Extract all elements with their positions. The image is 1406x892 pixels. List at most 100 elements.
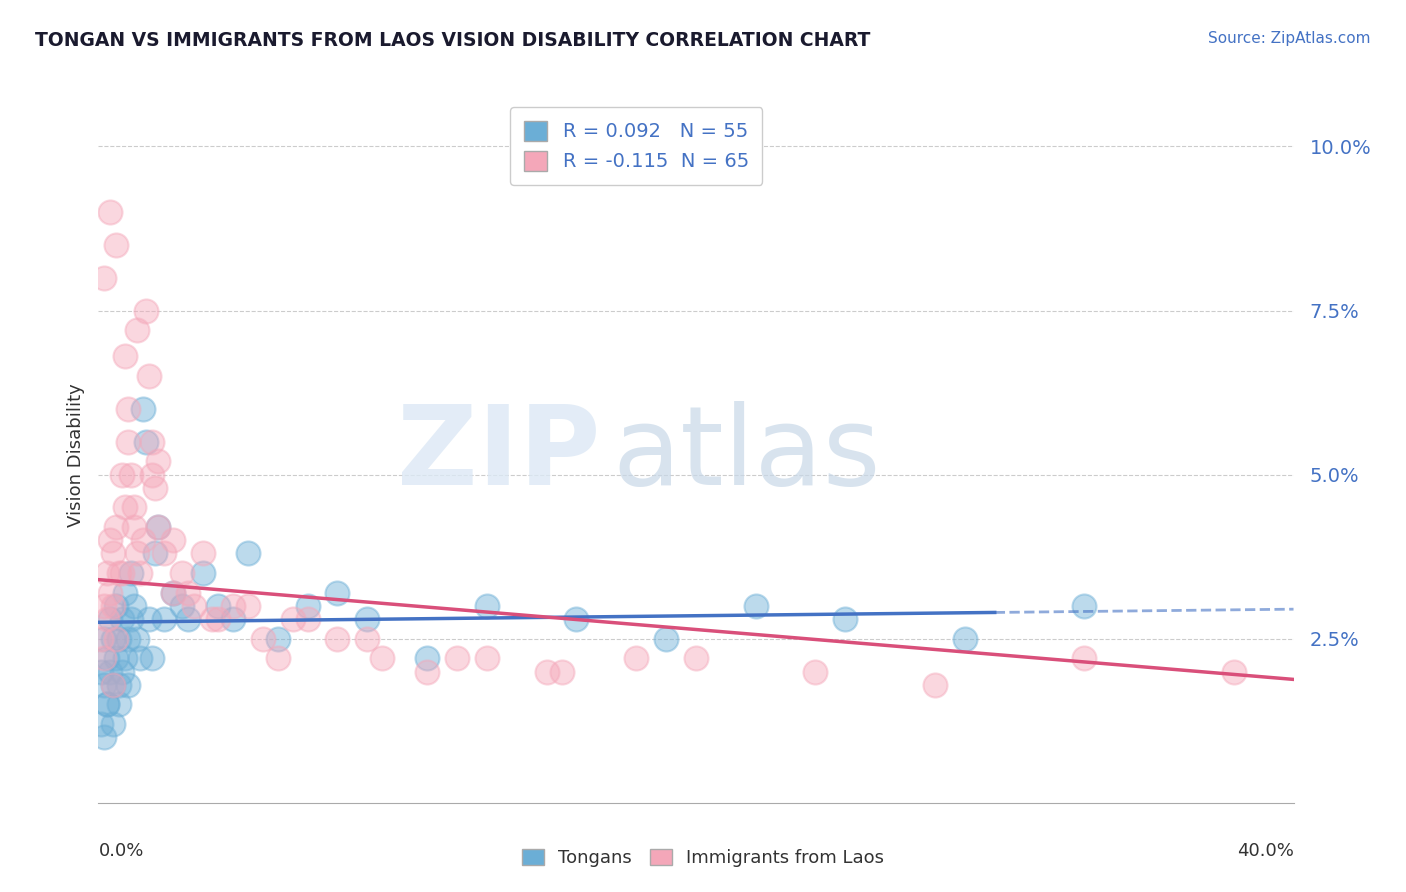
Point	[114, 500, 136, 515]
Point	[297, 612, 319, 626]
Point	[143, 546, 166, 560]
Point	[98, 665, 122, 679]
Point	[96, 698, 118, 712]
Point	[132, 401, 155, 416]
Point	[153, 546, 176, 560]
Point	[153, 612, 176, 626]
Point	[143, 481, 166, 495]
Point	[148, 520, 170, 534]
Point	[98, 205, 122, 219]
Point	[148, 520, 170, 534]
Point	[124, 500, 146, 515]
Point	[222, 612, 245, 626]
Point	[103, 678, 125, 692]
Point	[120, 467, 142, 482]
Point	[1223, 665, 1246, 679]
Point	[103, 717, 125, 731]
Point	[416, 651, 439, 665]
Point	[93, 632, 115, 646]
Point	[114, 586, 136, 600]
Point	[172, 599, 194, 613]
Y-axis label: Vision Disability: Vision Disability	[66, 383, 84, 527]
Point	[96, 698, 118, 712]
Point	[127, 632, 149, 646]
Point	[103, 599, 125, 613]
Point	[90, 632, 112, 646]
Point	[90, 717, 112, 731]
Point	[93, 599, 115, 613]
Point	[148, 454, 170, 468]
Text: ZIP: ZIP	[396, 401, 600, 508]
Point	[138, 612, 160, 626]
Point	[141, 434, 163, 449]
Point	[281, 612, 304, 626]
Point	[108, 632, 131, 646]
Point	[356, 612, 378, 626]
Point	[96, 612, 118, 626]
Text: 40.0%: 40.0%	[1237, 842, 1294, 860]
Point	[117, 401, 139, 416]
Point	[953, 632, 976, 646]
Point	[108, 698, 131, 712]
Point	[236, 546, 259, 560]
Point	[326, 632, 349, 646]
Point	[105, 599, 128, 613]
Point	[111, 566, 134, 580]
Point	[129, 566, 152, 580]
Legend: R = 0.092   N = 55, R = -0.115  N = 65: R = 0.092 N = 55, R = -0.115 N = 65	[510, 107, 762, 185]
Point	[804, 665, 827, 679]
Point	[120, 566, 142, 580]
Point	[536, 665, 558, 679]
Point	[222, 599, 245, 613]
Point	[124, 599, 146, 613]
Point	[96, 566, 118, 580]
Point	[105, 632, 128, 646]
Point	[183, 599, 205, 613]
Point	[93, 651, 115, 665]
Point	[371, 651, 394, 665]
Text: atlas: atlas	[612, 401, 880, 508]
Point	[105, 651, 128, 665]
Text: Source: ZipAtlas.com: Source: ZipAtlas.com	[1208, 31, 1371, 46]
Point	[172, 566, 194, 580]
Point	[475, 651, 498, 665]
Point	[93, 730, 115, 744]
Point	[475, 599, 498, 613]
Point	[135, 303, 157, 318]
Point	[103, 678, 125, 692]
Point	[141, 467, 163, 482]
Point	[1073, 599, 1095, 613]
Point	[446, 651, 468, 665]
Point	[267, 651, 290, 665]
Point	[103, 632, 125, 646]
Point	[162, 586, 184, 600]
Point	[117, 632, 139, 646]
Point	[191, 566, 214, 580]
Point	[624, 651, 647, 665]
Point	[745, 599, 768, 613]
Point	[236, 599, 259, 613]
Point	[416, 665, 439, 679]
Point	[207, 612, 229, 626]
Point	[132, 533, 155, 548]
Point	[135, 434, 157, 449]
Text: TONGAN VS IMMIGRANTS FROM LAOS VISION DISABILITY CORRELATION CHART: TONGAN VS IMMIGRANTS FROM LAOS VISION DI…	[35, 31, 870, 50]
Point	[124, 520, 146, 534]
Point	[98, 533, 122, 548]
Point	[93, 270, 115, 285]
Point	[177, 612, 200, 626]
Text: 0.0%: 0.0%	[98, 842, 143, 860]
Point	[129, 651, 152, 665]
Point	[108, 678, 131, 692]
Point	[127, 323, 149, 337]
Point	[191, 546, 214, 560]
Point	[111, 467, 134, 482]
Point	[111, 612, 134, 626]
Point	[924, 678, 946, 692]
Point	[98, 612, 122, 626]
Point	[550, 665, 572, 679]
Point	[207, 599, 229, 613]
Point	[297, 599, 319, 613]
Point	[1073, 651, 1095, 665]
Point	[108, 566, 131, 580]
